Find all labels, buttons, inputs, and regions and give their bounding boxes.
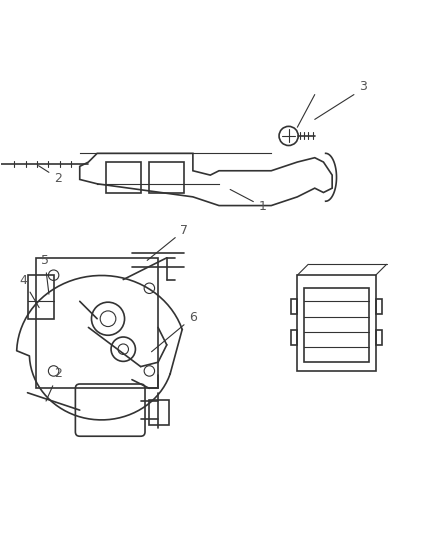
Text: 1: 1 [230,189,266,213]
Text: 2: 2 [46,367,62,401]
Text: 7: 7 [147,224,188,261]
Text: 5: 5 [41,254,49,294]
Text: 6: 6 [152,311,197,352]
Text: 2: 2 [39,166,62,184]
Text: 3: 3 [359,80,367,93]
Text: 4: 4 [19,274,39,308]
